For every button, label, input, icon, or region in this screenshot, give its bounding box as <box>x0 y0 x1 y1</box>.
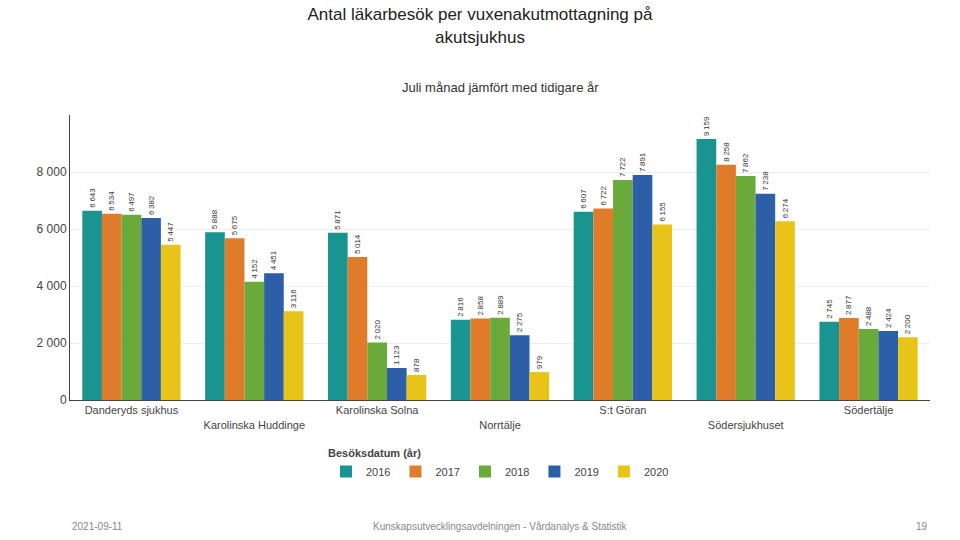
svg-text:5 447: 5 447 <box>166 222 175 242</box>
svg-text:2 745: 2 745 <box>825 299 834 319</box>
svg-text:2 424: 2 424 <box>884 308 893 328</box>
svg-text:Besöksdatum (år): Besöksdatum (år) <box>328 447 421 459</box>
svg-text:5 675: 5 675 <box>230 215 239 235</box>
svg-text:9 159: 9 159 <box>702 116 711 136</box>
svg-text:3 116: 3 116 <box>289 289 298 308</box>
svg-text:8 000: 8 000 <box>37 165 67 179</box>
svg-text:878: 878 <box>412 358 421 372</box>
svg-text:2 858: 2 858 <box>476 296 485 316</box>
svg-text:2 275: 2 275 <box>515 312 524 332</box>
svg-text:2 488: 2 488 <box>864 306 873 326</box>
svg-text:2019: 2019 <box>574 466 598 478</box>
svg-text:2017: 2017 <box>435 466 459 478</box>
svg-text:6 534: 6 534 <box>107 191 116 211</box>
svg-text:0: 0 <box>60 393 67 407</box>
svg-text:Antal läkarbesök per vuxenakut: Antal läkarbesök per vuxenakutmottagning… <box>308 5 653 46</box>
svg-text:6 643: 6 643 <box>88 188 97 208</box>
svg-text:2016: 2016 <box>366 466 390 478</box>
svg-text:Karolinska Huddinge: Karolinska Huddinge <box>204 419 306 431</box>
svg-text:7 891: 7 891 <box>638 152 647 172</box>
svg-text:4 152: 4 152 <box>250 259 259 279</box>
svg-text:6 274: 6 274 <box>781 198 790 218</box>
svg-text:7 862: 7 862 <box>741 153 750 173</box>
svg-text:2020: 2020 <box>644 466 668 478</box>
svg-text:Södertälje: Södertälje <box>844 404 894 416</box>
svg-text:979: 979 <box>535 355 544 369</box>
svg-text:2 889: 2 889 <box>496 295 505 315</box>
svg-text:2018: 2018 <box>505 466 529 478</box>
svg-text:6 497: 6 497 <box>127 192 136 212</box>
svg-text:Juli månad jämfört med tidigar: Juli månad jämfört med tidigare år <box>402 80 599 95</box>
svg-text:5 014: 5 014 <box>353 234 362 254</box>
svg-text:2 816: 2 816 <box>456 297 465 317</box>
svg-text:Södersjukhuset: Södersjukhuset <box>708 419 784 431</box>
svg-text:Karolinska Solna: Karolinska Solna <box>336 404 419 416</box>
svg-text:6 155: 6 155 <box>658 202 667 222</box>
svg-text:2 200: 2 200 <box>903 314 912 334</box>
svg-text:6 722: 6 722 <box>599 185 608 205</box>
svg-text:Norrtälje: Norrtälje <box>479 419 521 431</box>
svg-text:S:t Göran: S:t Göran <box>599 404 646 416</box>
svg-text:6 607: 6 607 <box>579 189 588 209</box>
svg-text:Danderyds sjukhus: Danderyds sjukhus <box>85 404 179 416</box>
svg-text:4 000: 4 000 <box>37 279 67 293</box>
svg-text:4 451: 4 451 <box>269 250 278 270</box>
svg-text:2 020: 2 020 <box>373 319 382 339</box>
svg-text:1 123: 1 123 <box>392 345 401 365</box>
svg-text:7 238: 7 238 <box>761 171 770 191</box>
svg-text:2 000: 2 000 <box>37 336 67 350</box>
svg-text:2 877: 2 877 <box>844 295 853 315</box>
svg-text:6 000: 6 000 <box>37 222 67 236</box>
svg-text:6 382: 6 382 <box>147 195 156 215</box>
svg-text:Kunskapsutvecklingsavdelningen: Kunskapsutvecklingsavdelningen - Vårdana… <box>373 521 627 532</box>
svg-text:19: 19 <box>916 521 928 532</box>
svg-text:2021-09-11: 2021-09-11 <box>72 521 123 532</box>
svg-text:8 258: 8 258 <box>722 142 731 162</box>
svg-text:7 722: 7 722 <box>618 157 627 177</box>
svg-text:5 871: 5 871 <box>333 210 342 230</box>
svg-text:5 888: 5 888 <box>210 209 219 229</box>
